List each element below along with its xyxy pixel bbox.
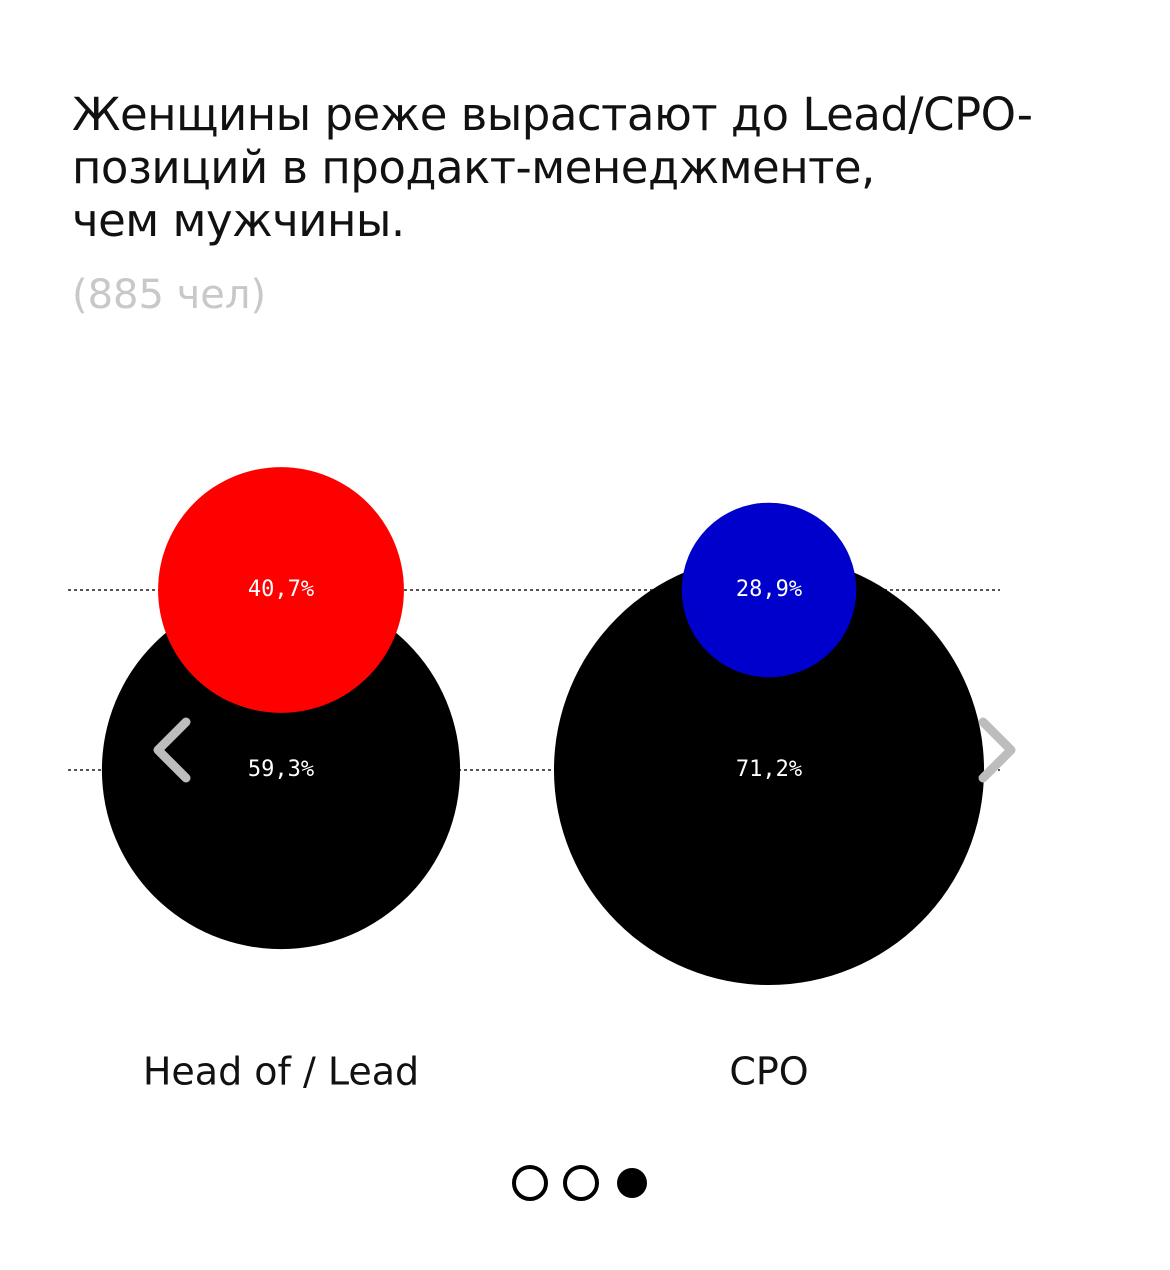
- chart-title: Женщины реже вырастают до Lead/CPO- пози…: [72, 88, 1033, 247]
- category-label: Head of / Lead: [143, 1050, 419, 1094]
- chart-subtitle: (885 чел): [72, 272, 267, 318]
- bubble: [681, 502, 857, 678]
- page-dot[interactable]: [563, 1165, 599, 1201]
- category-label: CPO: [729, 1050, 808, 1094]
- bubble: [158, 467, 404, 713]
- bubble: [553, 554, 985, 986]
- prev-arrow[interactable]: [153, 717, 191, 783]
- value-label: 59,3%: [248, 757, 314, 782]
- next-arrow[interactable]: [978, 717, 1016, 783]
- value-label: 28,9%: [736, 577, 802, 602]
- bubble: [101, 590, 461, 950]
- value-label: 40,7%: [248, 577, 314, 602]
- value-label: 71,2%: [736, 757, 802, 782]
- page-dot-active[interactable]: [617, 1168, 647, 1198]
- page-dot[interactable]: [512, 1165, 548, 1201]
